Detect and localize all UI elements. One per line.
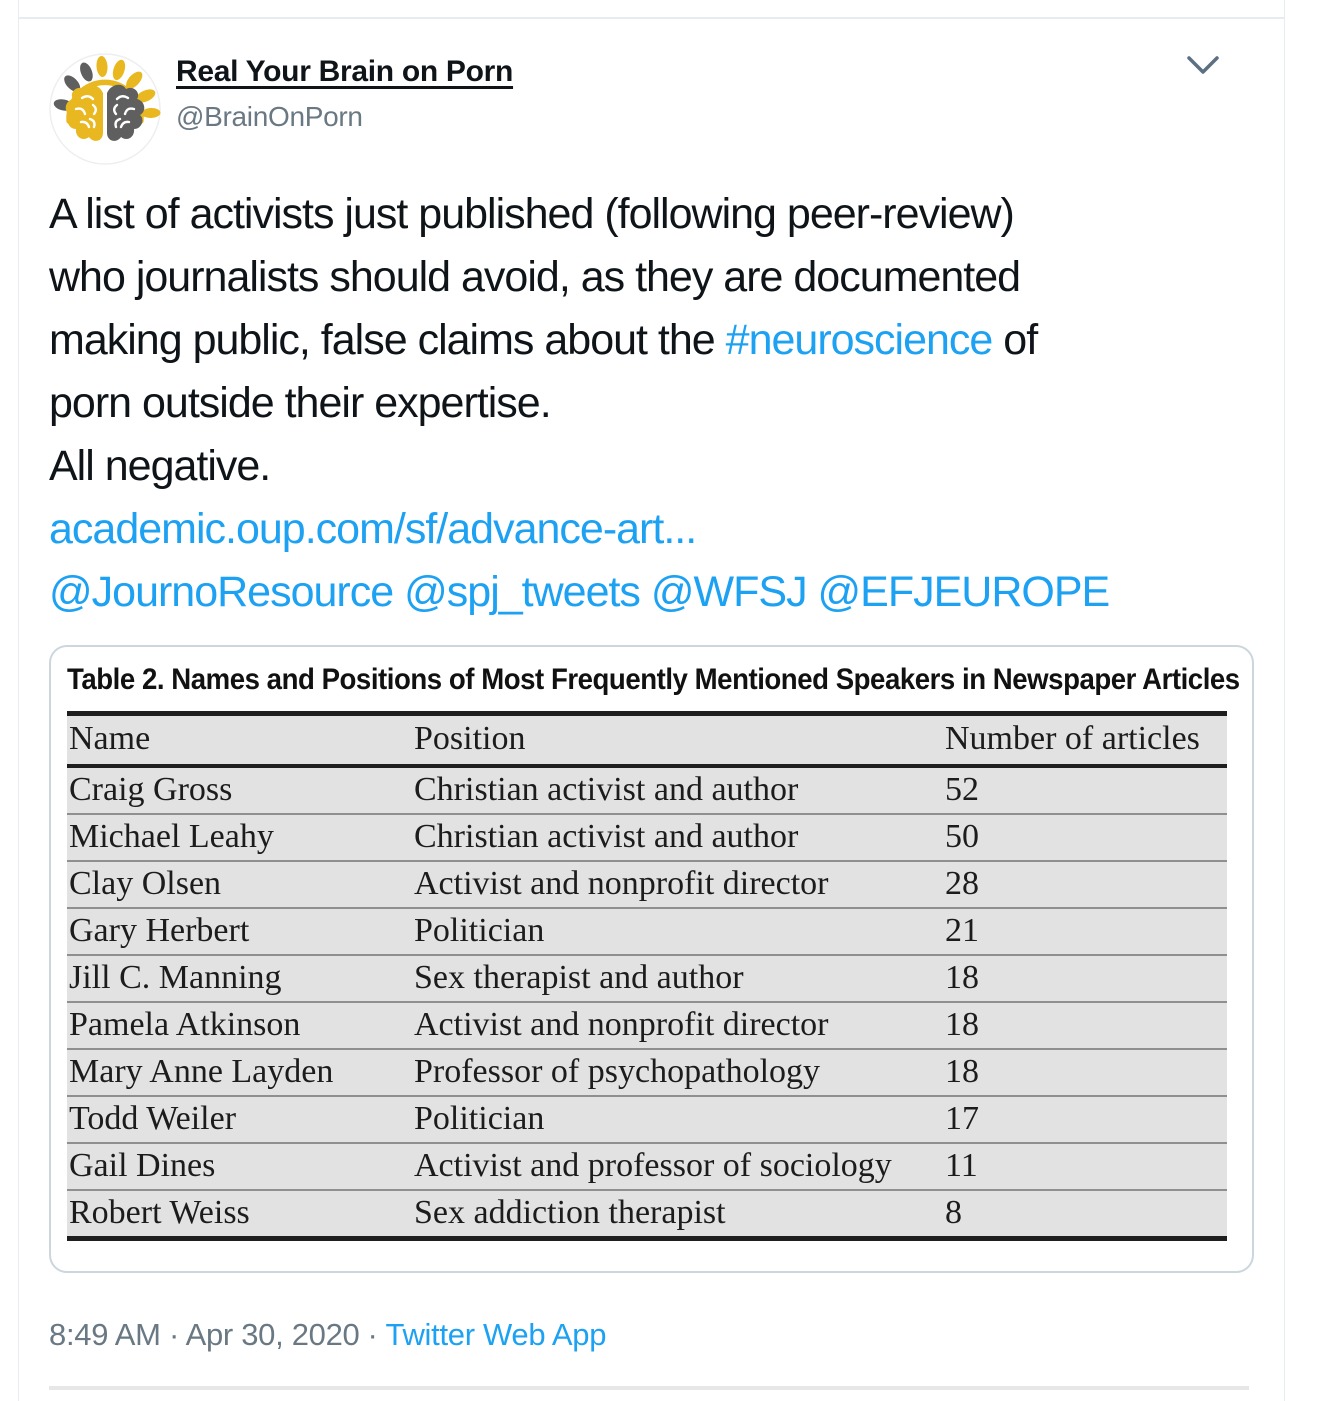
table-row: Craig Gross Christian activist and author… — [67, 766, 1227, 815]
top-divider — [19, 0, 1284, 19]
tweet-column: Real Your Brain on Porn @BrainOnPorn A l… — [18, 0, 1285, 1401]
tweet-link[interactable]: @EFJEUROPE — [817, 568, 1111, 616]
table-cell: 50 — [945, 818, 979, 856]
tweet-link[interactable]: academic.oup.com/sf/advance-art... — [49, 505, 697, 553]
table-row: Gail Dines Activist and professor of soci… — [67, 1143, 1227, 1191]
tweet-text: A list of activists just published (foll… — [49, 183, 1252, 624]
tweet-link[interactable]: #neuroscience — [725, 316, 994, 364]
table-cell: Jill C. Manning — [69, 959, 282, 997]
table-cell: Robert Weiss — [69, 1194, 250, 1232]
table-cell: 18 — [945, 1006, 979, 1044]
tweet-header: Real Your Brain on Porn @BrainOnPorn — [49, 53, 1252, 165]
table-cell: 8 — [945, 1194, 962, 1232]
tweet-text-segment — [807, 568, 818, 616]
table-body: Craig Gross Christian activist and author… — [67, 766, 1227, 1239]
table-cell: Michael Leahy — [69, 818, 274, 856]
table-title: Table 2. Names and Positions of Most Fre… — [67, 663, 1240, 696]
tweet-link[interactable]: @spj_tweets — [404, 568, 641, 616]
table-row: Todd Weiler Politician 17 — [67, 1096, 1227, 1144]
table-row: Pamela Atkinson Activist and nonprofit di… — [67, 1002, 1227, 1050]
table-cell: Politician — [414, 912, 545, 950]
table-cell: 18 — [945, 959, 979, 997]
table-cell: Professor of psychopathology — [414, 1053, 821, 1091]
table-row: Michael Leahy Christian activist and auth… — [67, 814, 1227, 862]
table-cell: 28 — [945, 865, 979, 903]
tweet-text-segment — [393, 568, 404, 616]
table-cell: Sex addiction therapist — [414, 1194, 726, 1232]
table-cell: Gail Dines — [69, 1147, 216, 1185]
table-cell: Christian activist and author — [414, 818, 799, 856]
table-cell: 17 — [945, 1100, 979, 1138]
user-names: Real Your Brain on Porn @BrainOnPorn — [176, 55, 513, 133]
table-cell: Pamela Atkinson — [69, 1006, 301, 1044]
table-cell: 18 — [945, 1053, 979, 1091]
table-cell: Gary Herbert — [69, 912, 250, 950]
col-header-articles: Number of articles — [945, 720, 1200, 757]
table-row: Clay Olsen Activist and nonprofit directo… — [67, 861, 1227, 909]
table-row: Robert Weiss Sex addiction therapist 8 — [67, 1190, 1227, 1239]
tweet-text-segment: All negative. — [49, 442, 271, 490]
tweet-link[interactable]: @WFSJ — [650, 568, 808, 616]
timestamp: 8:49 AM · Apr 30, 2020 · Twitter Web App — [49, 1317, 1252, 1353]
tweet-text-segment — [640, 568, 651, 616]
table-cell: Politician — [414, 1100, 545, 1138]
table-row: Jill C. Manning Sex therapist and author 1… — [67, 955, 1227, 1003]
speakers-table: Name Position Number of articles Craig G… — [67, 711, 1227, 1241]
col-header-position: Position — [414, 720, 526, 757]
display-name-link[interactable]: Real Your Brain on Porn — [176, 55, 514, 88]
time-date: 8:49 AM · Apr 30, 2020 — [49, 1317, 360, 1353]
table-cell: Activist and professor of sociology — [414, 1147, 892, 1185]
table-cell: Sex therapist and author — [414, 959, 744, 997]
table-cell: 52 — [945, 771, 979, 808]
table-cell: Clay Olsen — [69, 865, 222, 903]
tweet-menu-button[interactable] — [1184, 53, 1224, 83]
tweet-media-card[interactable]: Table 2. Names and Positions of Most Fre… — [49, 645, 1254, 1274]
table-cell: Activist and nonprofit director — [414, 1006, 829, 1044]
brain-logo-icon — [49, 53, 161, 165]
tweet-text-segment: who journalists should avoid, as they ar… — [49, 253, 1021, 301]
tweet-text-segment: of — [992, 316, 1038, 364]
table-row: Mary Anne Layden Professor of psychopatho… — [67, 1049, 1227, 1097]
table-header-row: Name Position Number of articles — [67, 713, 1227, 766]
avatar[interactable] — [49, 53, 161, 165]
dot-separator: · — [367, 1317, 378, 1353]
bottom-divider — [49, 1386, 1249, 1391]
source-app-link[interactable]: Twitter Web App — [385, 1317, 607, 1353]
table-cell: 11 — [945, 1147, 978, 1185]
chevron-down-icon — [1187, 56, 1219, 74]
table-row: Gary Herbert Politician 21 — [67, 908, 1227, 956]
tweet-text-segment: A list of activists just published (foll… — [49, 190, 1015, 238]
table-cell: 21 — [945, 912, 979, 950]
col-header-name: Name — [69, 720, 151, 757]
tweet-text-segment: making public, false claims about the — [49, 316, 726, 364]
table-cell: Todd Weiler — [69, 1100, 237, 1138]
tweet-text-segment: porn outside their expertise. — [49, 379, 552, 427]
table-cell: Activist and nonprofit director — [414, 865, 829, 903]
tweet-link[interactable]: @JournoResource — [49, 568, 394, 616]
table-cell: Craig Gross — [69, 771, 233, 808]
table-cell: Mary Anne Layden — [69, 1053, 334, 1091]
table-cell: Christian activist and author — [414, 771, 799, 808]
user-handle: @BrainOnPorn — [176, 101, 363, 132]
